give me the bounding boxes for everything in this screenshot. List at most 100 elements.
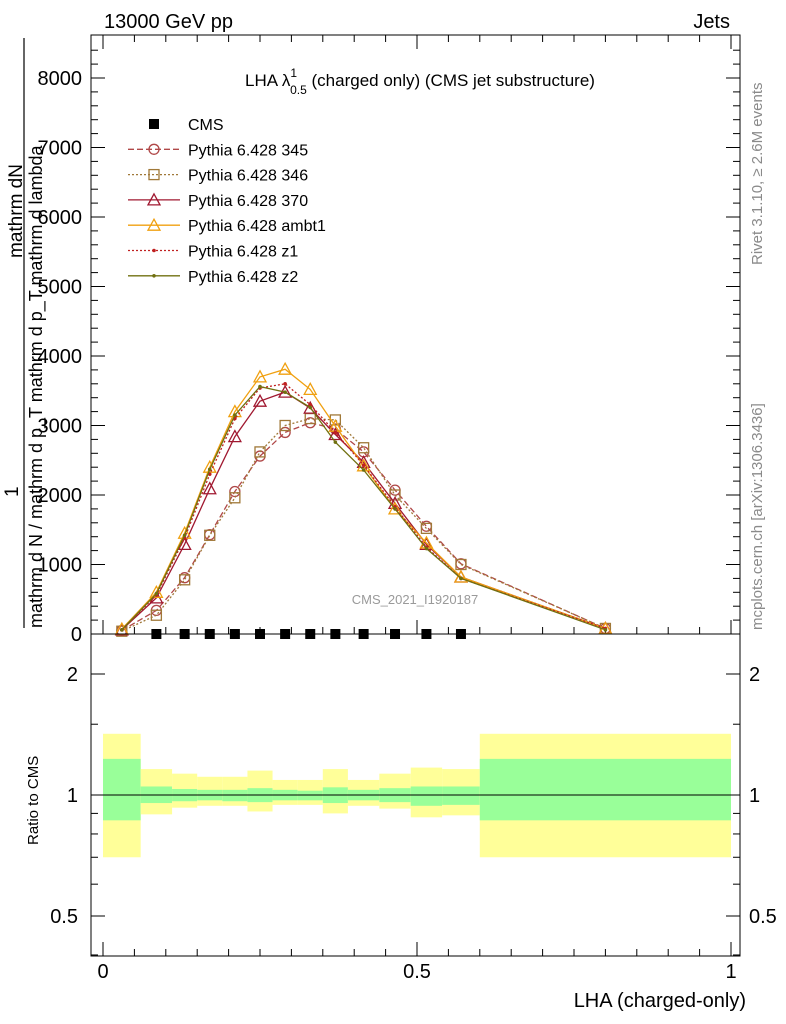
series-pythia-6-428-z2 [120,384,608,632]
y-tick-label: 8000 [38,68,83,90]
legend-item: Pythia 6.428 370 [128,192,308,210]
legend-label: Pythia 6.428 z2 [188,269,298,286]
rivet-label: Rivet 3.1.10, ≥ 2.6M events [749,83,766,266]
legend-item: Pythia 6.428 346 [128,168,308,185]
data-point [279,426,291,439]
ratio-y-tick-label-right: 2 [749,664,760,686]
data-point [252,369,268,383]
header-right: Jets [693,11,730,33]
uncertainty-band-inner [297,790,323,801]
data-point [233,413,237,417]
legend-item: Pythia 6.428 z1 [128,244,298,261]
legend-item: Pythia 6.428 345 [128,142,308,159]
data-point [328,427,343,441]
data-point [308,405,313,410]
ratio-y-tick-label-right: 1 [749,785,760,807]
data-point [459,576,463,581]
uncertainty-band-inner [442,786,480,805]
data-point [178,574,191,586]
legend-label: Pythia 6.428 ambt1 [188,218,326,235]
data-point [202,481,217,495]
uncertainty-band-inner [222,789,248,802]
plot-title-main: LHA λ [245,71,291,90]
data-point [357,442,370,454]
legend-marker [152,248,156,253]
data-point [120,628,124,632]
legend-marker [146,217,162,231]
data-point [154,591,159,596]
y-tick-label: 6000 [38,207,83,229]
ratio-panel: 0.5 0.5 1 1 2 2 0 0.5 1 Ratio to CMS LHA (charge… [25,633,777,1012]
ratio-y-tick-label: 2 [67,664,78,686]
legend-label: Pythia 6.428 z1 [188,244,298,261]
plot-title-sup: 1 [290,66,297,80]
ratio-y-label: Ratio to CMS [25,756,42,845]
y-axis-label-numerator: 1 [2,486,23,497]
x-tick-label: 0.5 [403,961,431,983]
y-axis-label-denominator: mathrm d N / mathrm d p_T mathrm d p_T m… [26,145,47,628]
data-point [283,382,287,386]
watermark: CMS_2021_I1920187 [352,592,479,607]
y-tick-label: 3000 [38,416,83,438]
data-point [229,492,241,504]
x-axis-label: LHA (charged-only) [574,990,746,1012]
data-point [204,529,216,541]
legend-item: CMS [149,117,224,134]
legend-marker [148,143,160,155]
legend-marker [146,192,162,206]
plot-title-sub: 0.5 [290,83,307,97]
series-line [121,383,606,631]
legend-marker [152,274,156,278]
legend-marker [148,168,160,181]
legend: CMS Pythia 6.428 345 Pythia 6.428 346 Pythi… [128,117,326,286]
legend-label: CMS [188,117,224,134]
data-point [393,507,397,511]
data-point [603,628,608,632]
data-point [333,440,338,444]
ratio-y-tick-label: 0.5 [50,906,78,928]
data-point [283,390,287,394]
plot-title-rest: (charged only) (CMS jet substructure) [307,71,595,90]
series-line [121,368,606,630]
x-tick-label: 1 [725,961,736,983]
legend-label: Pythia 6.428 346 [188,168,308,185]
data-point [149,584,164,598]
data-point [227,429,242,443]
data-point [455,558,467,571]
data-point [361,468,366,472]
series-line [121,385,606,631]
ratio-plot-frame [90,633,741,957]
mcplots-label: mcplots.cern.ch [arXiv:1306.3436] [749,403,766,630]
main-axis-ticks: 0 1000 2000 3000 4000 5000 6000 7000 8000 [38,35,740,646]
series-pythia-6-428-ambt1 [114,361,613,635]
data-point [279,419,291,432]
data-point [207,467,212,472]
uncertainty-band-inner [410,786,443,806]
data-point [424,546,429,551]
ratio-y-tick-label: 1 [67,785,78,807]
data-point [204,528,216,541]
ratio-axis-ticks: 0.5 0.5 1 1 2 2 0 0.5 1 [50,664,777,983]
data-point [420,522,433,535]
data-point [182,533,187,538]
data-point [389,489,401,501]
ratio-y-tick-label-right: 0.5 [749,906,777,928]
y-axis-label: mathrm dN 1 mathrm d N / mathrm d p_T ma… [2,38,47,628]
legend-item: Pythia 6.428 ambt1 [128,217,326,235]
data-point [361,463,366,467]
data-point [308,402,313,407]
data-point [387,501,403,515]
plot-title: LHA λ1 0.5 (charged only) (CMS jet substr… [245,66,595,97]
data-point [333,430,338,435]
x-tick-label: 0 [97,961,108,983]
y-tick-label: 5000 [38,277,83,299]
y-tick-label: 0 [71,624,82,646]
legend-marker [149,119,159,129]
data-point [177,536,192,550]
data-point [254,446,266,458]
data-point [278,361,293,375]
legend-label: Pythia 6.428 345 [188,142,308,159]
legend-item: Pythia 6.428 z2 [128,269,298,286]
